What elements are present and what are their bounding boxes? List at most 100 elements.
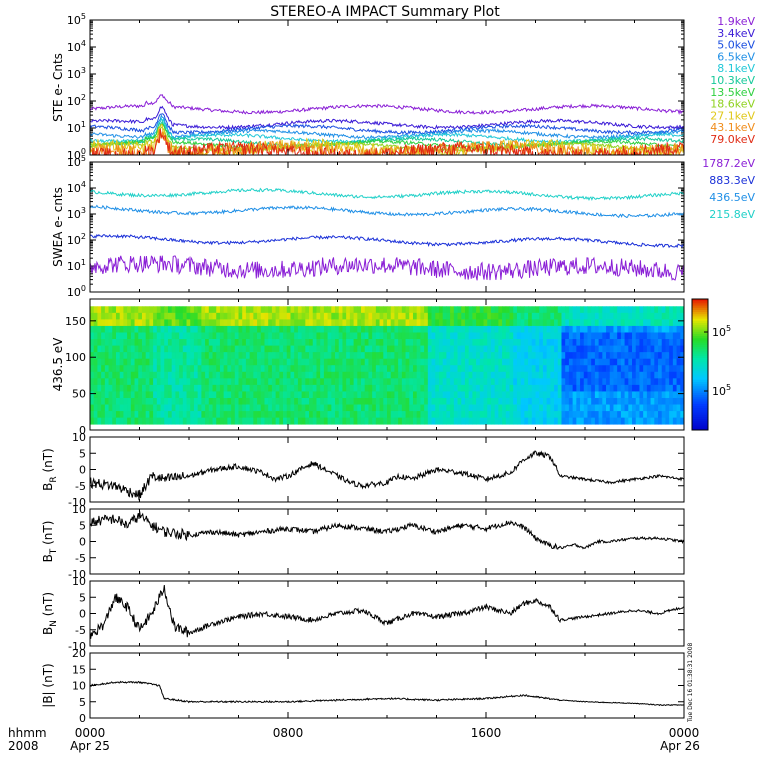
heatmap-cell: [301, 319, 306, 327]
heatmap-cell: [283, 325, 288, 333]
heatmap-cell: [260, 319, 265, 327]
heatmap-cell: [138, 319, 143, 327]
heatmap-cell: [431, 339, 436, 346]
heatmap-cell: [531, 384, 536, 392]
heatmap-cell: [253, 391, 258, 399]
heatmap-cell: [464, 306, 470, 314]
heatmap-cell: [476, 365, 481, 373]
heatmap-cell: [294, 312, 299, 320]
heatmap-cell: [268, 358, 273, 366]
heatmap-cell: [587, 391, 592, 399]
heatmap-cell: [167, 411, 173, 419]
colorbar-step: [692, 427, 708, 431]
heatmap-cell: [93, 332, 98, 340]
heatmap-cell: [520, 339, 525, 346]
heatmap-cell: [179, 397, 184, 405]
heatmap-cell: [565, 391, 570, 399]
heatmap-cell: [108, 332, 113, 340]
heatmap-cell: [149, 358, 154, 366]
heatmap-cell: [335, 391, 340, 399]
heatmap-cell: [561, 325, 566, 333]
heatmap-cell: [643, 332, 648, 340]
heatmap-cell: [379, 411, 384, 419]
heatmap-cell: [234, 371, 239, 379]
heatmap-cell: [620, 411, 625, 419]
heatmap-cell: [357, 312, 362, 320]
heatmap-cell: [97, 345, 102, 353]
heatmap-cell: [405, 384, 410, 392]
heatmap-cell: [457, 325, 462, 333]
heatmap-cell: [331, 384, 336, 392]
heatmap-cell: [212, 339, 217, 346]
heatmap-cell: [179, 417, 184, 425]
heatmap-cell: [424, 306, 429, 314]
heatmap-cell: [268, 352, 273, 360]
heatmap-cell: [624, 411, 629, 419]
heatmap-cell: [253, 306, 258, 314]
swea-series-group: [90, 187, 684, 281]
heatmap-cell: [665, 358, 670, 366]
heatmap-cell: [104, 358, 109, 366]
heatmap-cell: [524, 312, 529, 320]
heatmap-cell: [624, 352, 629, 360]
heatmap-cell: [398, 306, 403, 314]
heatmap-cell: [141, 332, 147, 340]
heatmap-cell: [520, 319, 525, 327]
heatmap-cell: [260, 371, 265, 379]
heatmap-cell: [338, 411, 343, 419]
heatmap-cell: [528, 404, 533, 412]
heatmap-cell: [435, 319, 440, 327]
heatmap-cell: [550, 397, 555, 405]
heatmap-cell: [565, 411, 570, 419]
heatmap-cell: [264, 397, 269, 405]
heatmap-cell: [335, 365, 340, 373]
heatmap-cell: [490, 312, 496, 320]
heatmap-cell: [427, 397, 432, 405]
heatmap-cell: [164, 384, 169, 392]
heatmap-cell: [550, 306, 555, 314]
heatmap-cell: [580, 325, 585, 333]
heatmap-cell: [669, 325, 674, 333]
heatmap-cell: [231, 319, 236, 327]
heatmap-cell: [119, 332, 124, 340]
heatmap-cell: [93, 411, 98, 419]
heatmap-cell: [167, 345, 173, 353]
heatmap-cell: [643, 397, 648, 405]
heatmap-cell: [680, 325, 685, 333]
ste-ytick-label: 102: [67, 93, 86, 108]
heatmap-cell: [412, 312, 418, 320]
heatmap-cell: [346, 371, 351, 379]
heatmap-cell: [572, 365, 577, 373]
heatmap-cell: [528, 365, 533, 373]
heatmap-cell: [487, 345, 492, 353]
heatmap-cell: [364, 391, 369, 399]
heatmap-cell: [171, 319, 176, 327]
heatmap-cell: [201, 352, 206, 360]
heatmap-cell: [602, 391, 607, 399]
heatmap-cell: [442, 319, 447, 327]
heatmap-cell: [620, 339, 625, 346]
heatmap-cell: [186, 332, 191, 340]
heatmap-cell: [346, 312, 351, 320]
heatmap-cell: [568, 378, 574, 386]
heatmap-cell: [450, 371, 455, 379]
heatmap-cell: [260, 345, 265, 353]
heatmap-cell: [156, 391, 161, 399]
heatmap-cell: [624, 391, 629, 399]
heatmap-cell: [160, 411, 165, 419]
heatmap-cell: [427, 339, 432, 346]
ste-series-group: [90, 94, 684, 155]
heatmap-cell: [297, 312, 303, 320]
heatmap-cell: [468, 391, 473, 399]
heatmap-cell: [153, 411, 158, 419]
heatmap-cell: [502, 358, 507, 366]
heatmap-cell: [602, 332, 607, 340]
heatmap-cell: [479, 391, 484, 399]
heatmap-cell: [260, 306, 265, 314]
heatmap-cell: [149, 391, 154, 399]
heatmap-cell: [446, 417, 451, 425]
heatmap-cell: [572, 332, 577, 340]
heatmap-cell: [93, 306, 98, 314]
heatmap-cell: [427, 404, 432, 412]
